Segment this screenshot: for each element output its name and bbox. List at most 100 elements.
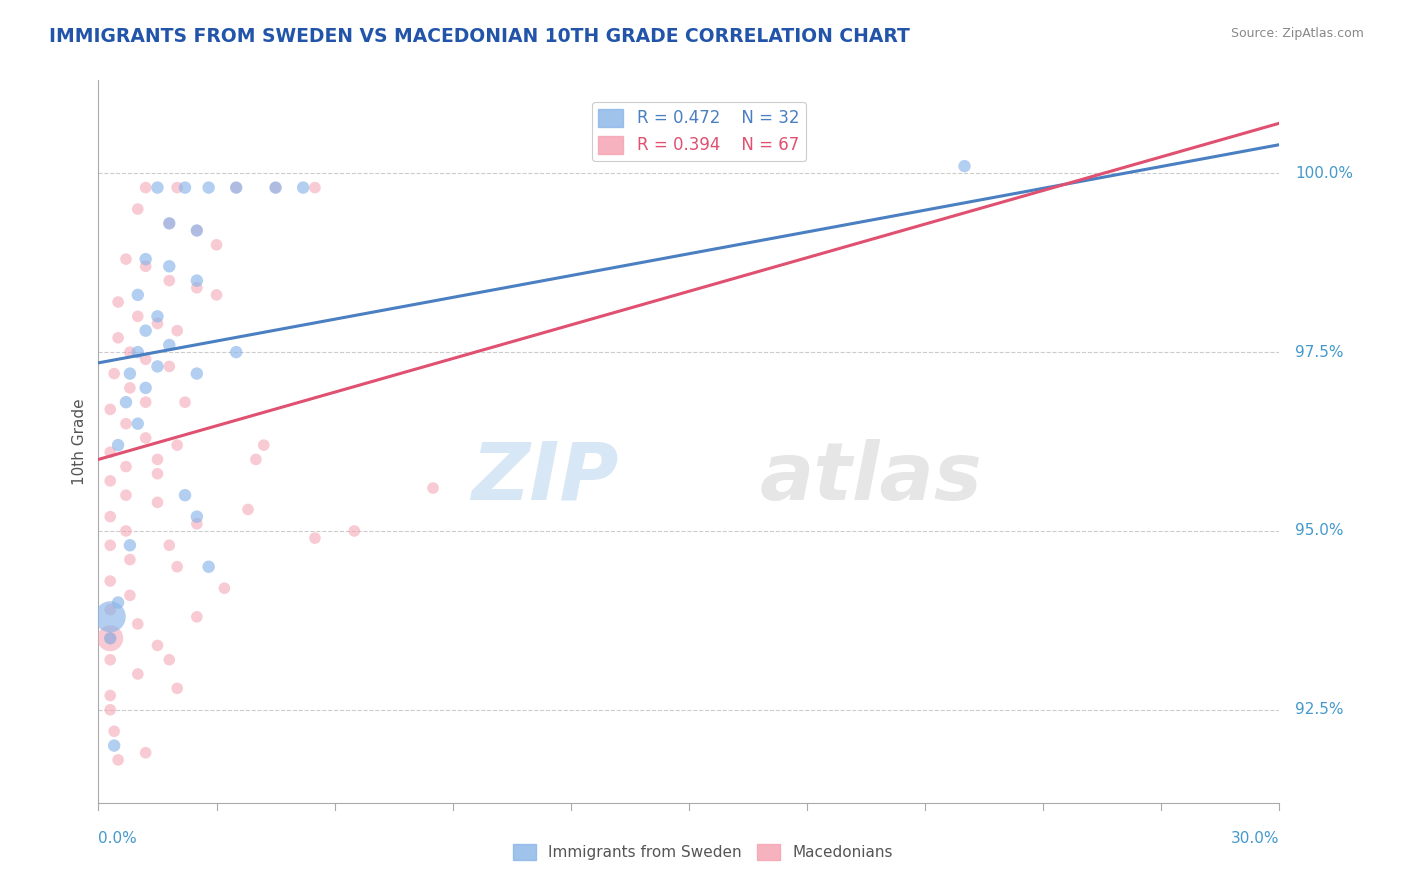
- Point: [135, 260, 157, 274]
- Point: [146, 359, 169, 374]
- Point: [157, 359, 180, 374]
- Point: [186, 281, 208, 295]
- Point: [115, 459, 138, 474]
- Point: [98, 445, 121, 459]
- Point: [245, 452, 267, 467]
- Point: [186, 223, 208, 237]
- Point: [118, 588, 141, 602]
- Point: [304, 180, 326, 194]
- Point: [422, 481, 444, 495]
- Point: [186, 509, 208, 524]
- Point: [127, 202, 149, 216]
- Point: [127, 310, 149, 324]
- Point: [118, 552, 141, 566]
- Point: [98, 632, 121, 646]
- Point: [166, 180, 188, 194]
- Text: 100.0%: 100.0%: [1295, 166, 1353, 181]
- Point: [146, 317, 169, 331]
- Point: [186, 223, 208, 237]
- Point: [174, 180, 197, 194]
- Point: [98, 703, 121, 717]
- Point: [118, 345, 141, 359]
- Point: [118, 538, 141, 552]
- Point: [157, 216, 180, 230]
- Point: [98, 632, 121, 646]
- Point: [225, 345, 247, 359]
- Point: [186, 609, 208, 624]
- Point: [127, 667, 149, 681]
- Legend: Immigrants from Sweden, Macedonians: Immigrants from Sweden, Macedonians: [508, 838, 898, 866]
- Point: [157, 538, 180, 552]
- Point: [236, 502, 259, 516]
- Text: 97.5%: 97.5%: [1295, 344, 1344, 359]
- Point: [127, 288, 149, 302]
- Point: [115, 395, 138, 409]
- Point: [103, 739, 125, 753]
- Point: [166, 438, 188, 452]
- Point: [98, 602, 121, 616]
- Point: [107, 295, 129, 310]
- Point: [98, 609, 121, 624]
- Point: [186, 516, 208, 531]
- Point: [103, 367, 125, 381]
- Point: [186, 274, 208, 288]
- Point: [135, 352, 157, 367]
- Point: [118, 381, 141, 395]
- Point: [225, 180, 247, 194]
- Point: [98, 538, 121, 552]
- Point: [135, 180, 157, 194]
- Point: [146, 467, 169, 481]
- Point: [115, 417, 138, 431]
- Point: [107, 595, 129, 609]
- Point: [157, 216, 180, 230]
- Point: [103, 724, 125, 739]
- Point: [225, 180, 247, 194]
- Point: [166, 681, 188, 696]
- Point: [166, 324, 188, 338]
- Point: [205, 237, 228, 252]
- Point: [343, 524, 366, 538]
- Point: [135, 381, 157, 395]
- Text: ZIP: ZIP: [471, 439, 619, 516]
- Point: [115, 252, 138, 266]
- Point: [253, 438, 276, 452]
- Point: [304, 531, 326, 545]
- Point: [197, 559, 219, 574]
- Point: [157, 338, 180, 352]
- Point: [127, 617, 149, 632]
- Point: [953, 159, 976, 173]
- Point: [135, 324, 157, 338]
- Point: [197, 180, 219, 194]
- Point: [118, 367, 141, 381]
- Point: [107, 438, 129, 452]
- Point: [157, 260, 180, 274]
- Text: 95.0%: 95.0%: [1295, 524, 1344, 539]
- Point: [135, 431, 157, 445]
- Point: [135, 395, 157, 409]
- Point: [214, 581, 236, 595]
- Point: [205, 288, 228, 302]
- Point: [98, 632, 121, 646]
- Point: [115, 488, 138, 502]
- Legend: R = 0.472    N = 32, R = 0.394    N = 67: R = 0.472 N = 32, R = 0.394 N = 67: [592, 102, 806, 161]
- Text: 0.0%: 0.0%: [98, 831, 138, 847]
- Point: [98, 402, 121, 417]
- Point: [107, 331, 129, 345]
- Y-axis label: 10th Grade: 10th Grade: [72, 398, 87, 485]
- Point: [157, 274, 180, 288]
- Point: [135, 746, 157, 760]
- Point: [127, 345, 149, 359]
- Point: [98, 574, 121, 588]
- Point: [264, 180, 287, 194]
- Text: atlas: atlas: [759, 439, 983, 516]
- Text: Source: ZipAtlas.com: Source: ZipAtlas.com: [1230, 27, 1364, 40]
- Point: [98, 474, 121, 488]
- Point: [174, 488, 197, 502]
- Point: [174, 395, 197, 409]
- Point: [146, 495, 169, 509]
- Text: IMMIGRANTS FROM SWEDEN VS MACEDONIAN 10TH GRADE CORRELATION CHART: IMMIGRANTS FROM SWEDEN VS MACEDONIAN 10T…: [49, 27, 910, 45]
- Point: [292, 180, 315, 194]
- Point: [166, 559, 188, 574]
- Point: [186, 367, 208, 381]
- Text: 30.0%: 30.0%: [1232, 831, 1279, 847]
